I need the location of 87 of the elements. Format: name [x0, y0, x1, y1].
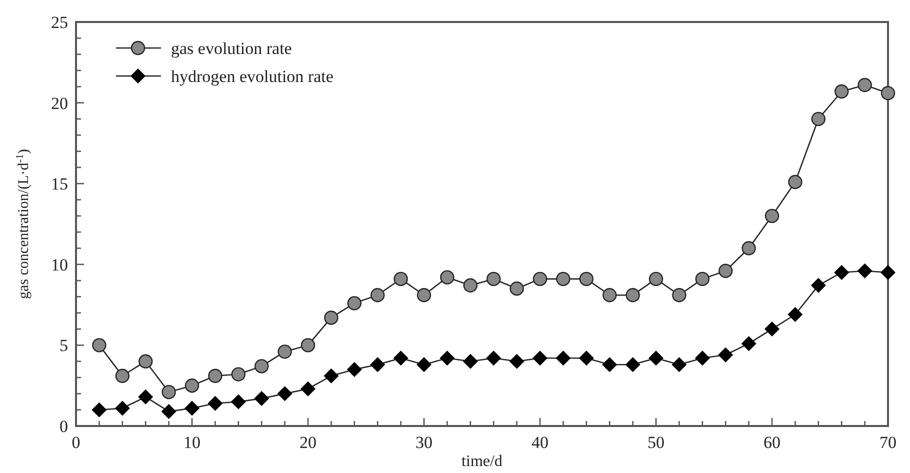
x-tick-label: 40	[532, 433, 548, 452]
point	[556, 350, 571, 366]
point	[764, 208, 780, 224]
point	[625, 357, 640, 372]
point	[672, 288, 686, 302]
x-tick-label: 70	[880, 433, 896, 452]
point	[486, 350, 502, 366]
point	[788, 306, 803, 322]
x-tick-label: 0	[72, 433, 80, 452]
point	[695, 272, 710, 286]
point	[509, 354, 524, 369]
point	[694, 350, 710, 366]
point	[231, 367, 246, 382]
x-tick-label: 50	[648, 433, 664, 452]
y-tick-label: 0	[60, 417, 68, 436]
point	[230, 394, 246, 410]
y-tick-label: 15	[51, 174, 68, 194]
point	[184, 400, 200, 416]
point	[672, 357, 687, 372]
point	[300, 381, 316, 396]
x-axis-title: time/d	[462, 453, 502, 470]
point	[556, 272, 570, 286]
x-tick-label: 20	[300, 433, 316, 452]
point	[626, 288, 640, 302]
point	[208, 396, 223, 411]
point	[138, 354, 153, 368]
point	[440, 270, 454, 284]
point	[208, 368, 222, 384]
point	[370, 288, 385, 302]
point	[138, 389, 154, 404]
point	[880, 86, 896, 100]
point	[161, 404, 176, 419]
point	[510, 282, 524, 296]
point	[324, 310, 338, 325]
point	[114, 400, 130, 416]
point	[394, 272, 408, 286]
y-tick-label: 25	[51, 13, 68, 32]
point	[834, 84, 849, 99]
point	[810, 278, 826, 293]
point	[184, 378, 200, 393]
point	[532, 272, 548, 286]
point	[92, 338, 106, 352]
x-tick-label: 10	[184, 433, 200, 452]
point	[254, 359, 269, 374]
point	[346, 362, 362, 377]
point	[602, 357, 618, 372]
y-tick-label: 10	[51, 255, 68, 274]
point	[858, 78, 872, 92]
point	[811, 112, 826, 126]
point	[440, 350, 455, 366]
point	[718, 347, 734, 362]
point	[393, 350, 408, 366]
point	[648, 350, 664, 366]
point	[370, 357, 386, 372]
point	[347, 296, 362, 310]
y-tick-label: 20	[51, 94, 68, 113]
point	[718, 264, 733, 278]
point	[92, 402, 107, 418]
point	[741, 336, 756, 352]
point	[579, 272, 594, 286]
point	[532, 350, 548, 366]
point	[254, 391, 270, 406]
point	[578, 350, 594, 366]
x-tick-label: 60	[764, 433, 780, 452]
point	[416, 357, 432, 372]
point	[742, 241, 756, 256]
point	[115, 368, 130, 384]
point	[857, 263, 872, 278]
legend-label: hydrogen evolution rate	[171, 67, 334, 86]
point	[880, 264, 896, 280]
point	[278, 344, 292, 359]
legend-label: gas evolution rate	[171, 39, 292, 58]
point	[834, 264, 850, 280]
point	[324, 368, 339, 384]
point	[300, 338, 316, 352]
point	[486, 272, 501, 286]
point	[788, 174, 802, 190]
point	[602, 288, 617, 302]
point	[462, 354, 478, 369]
point	[277, 386, 292, 402]
point	[648, 272, 664, 286]
point	[463, 278, 478, 293]
x-tick-label: 30	[416, 433, 432, 452]
y-tick-label: 5	[60, 336, 68, 356]
point	[416, 288, 432, 302]
point	[162, 384, 176, 400]
point	[764, 322, 780, 337]
